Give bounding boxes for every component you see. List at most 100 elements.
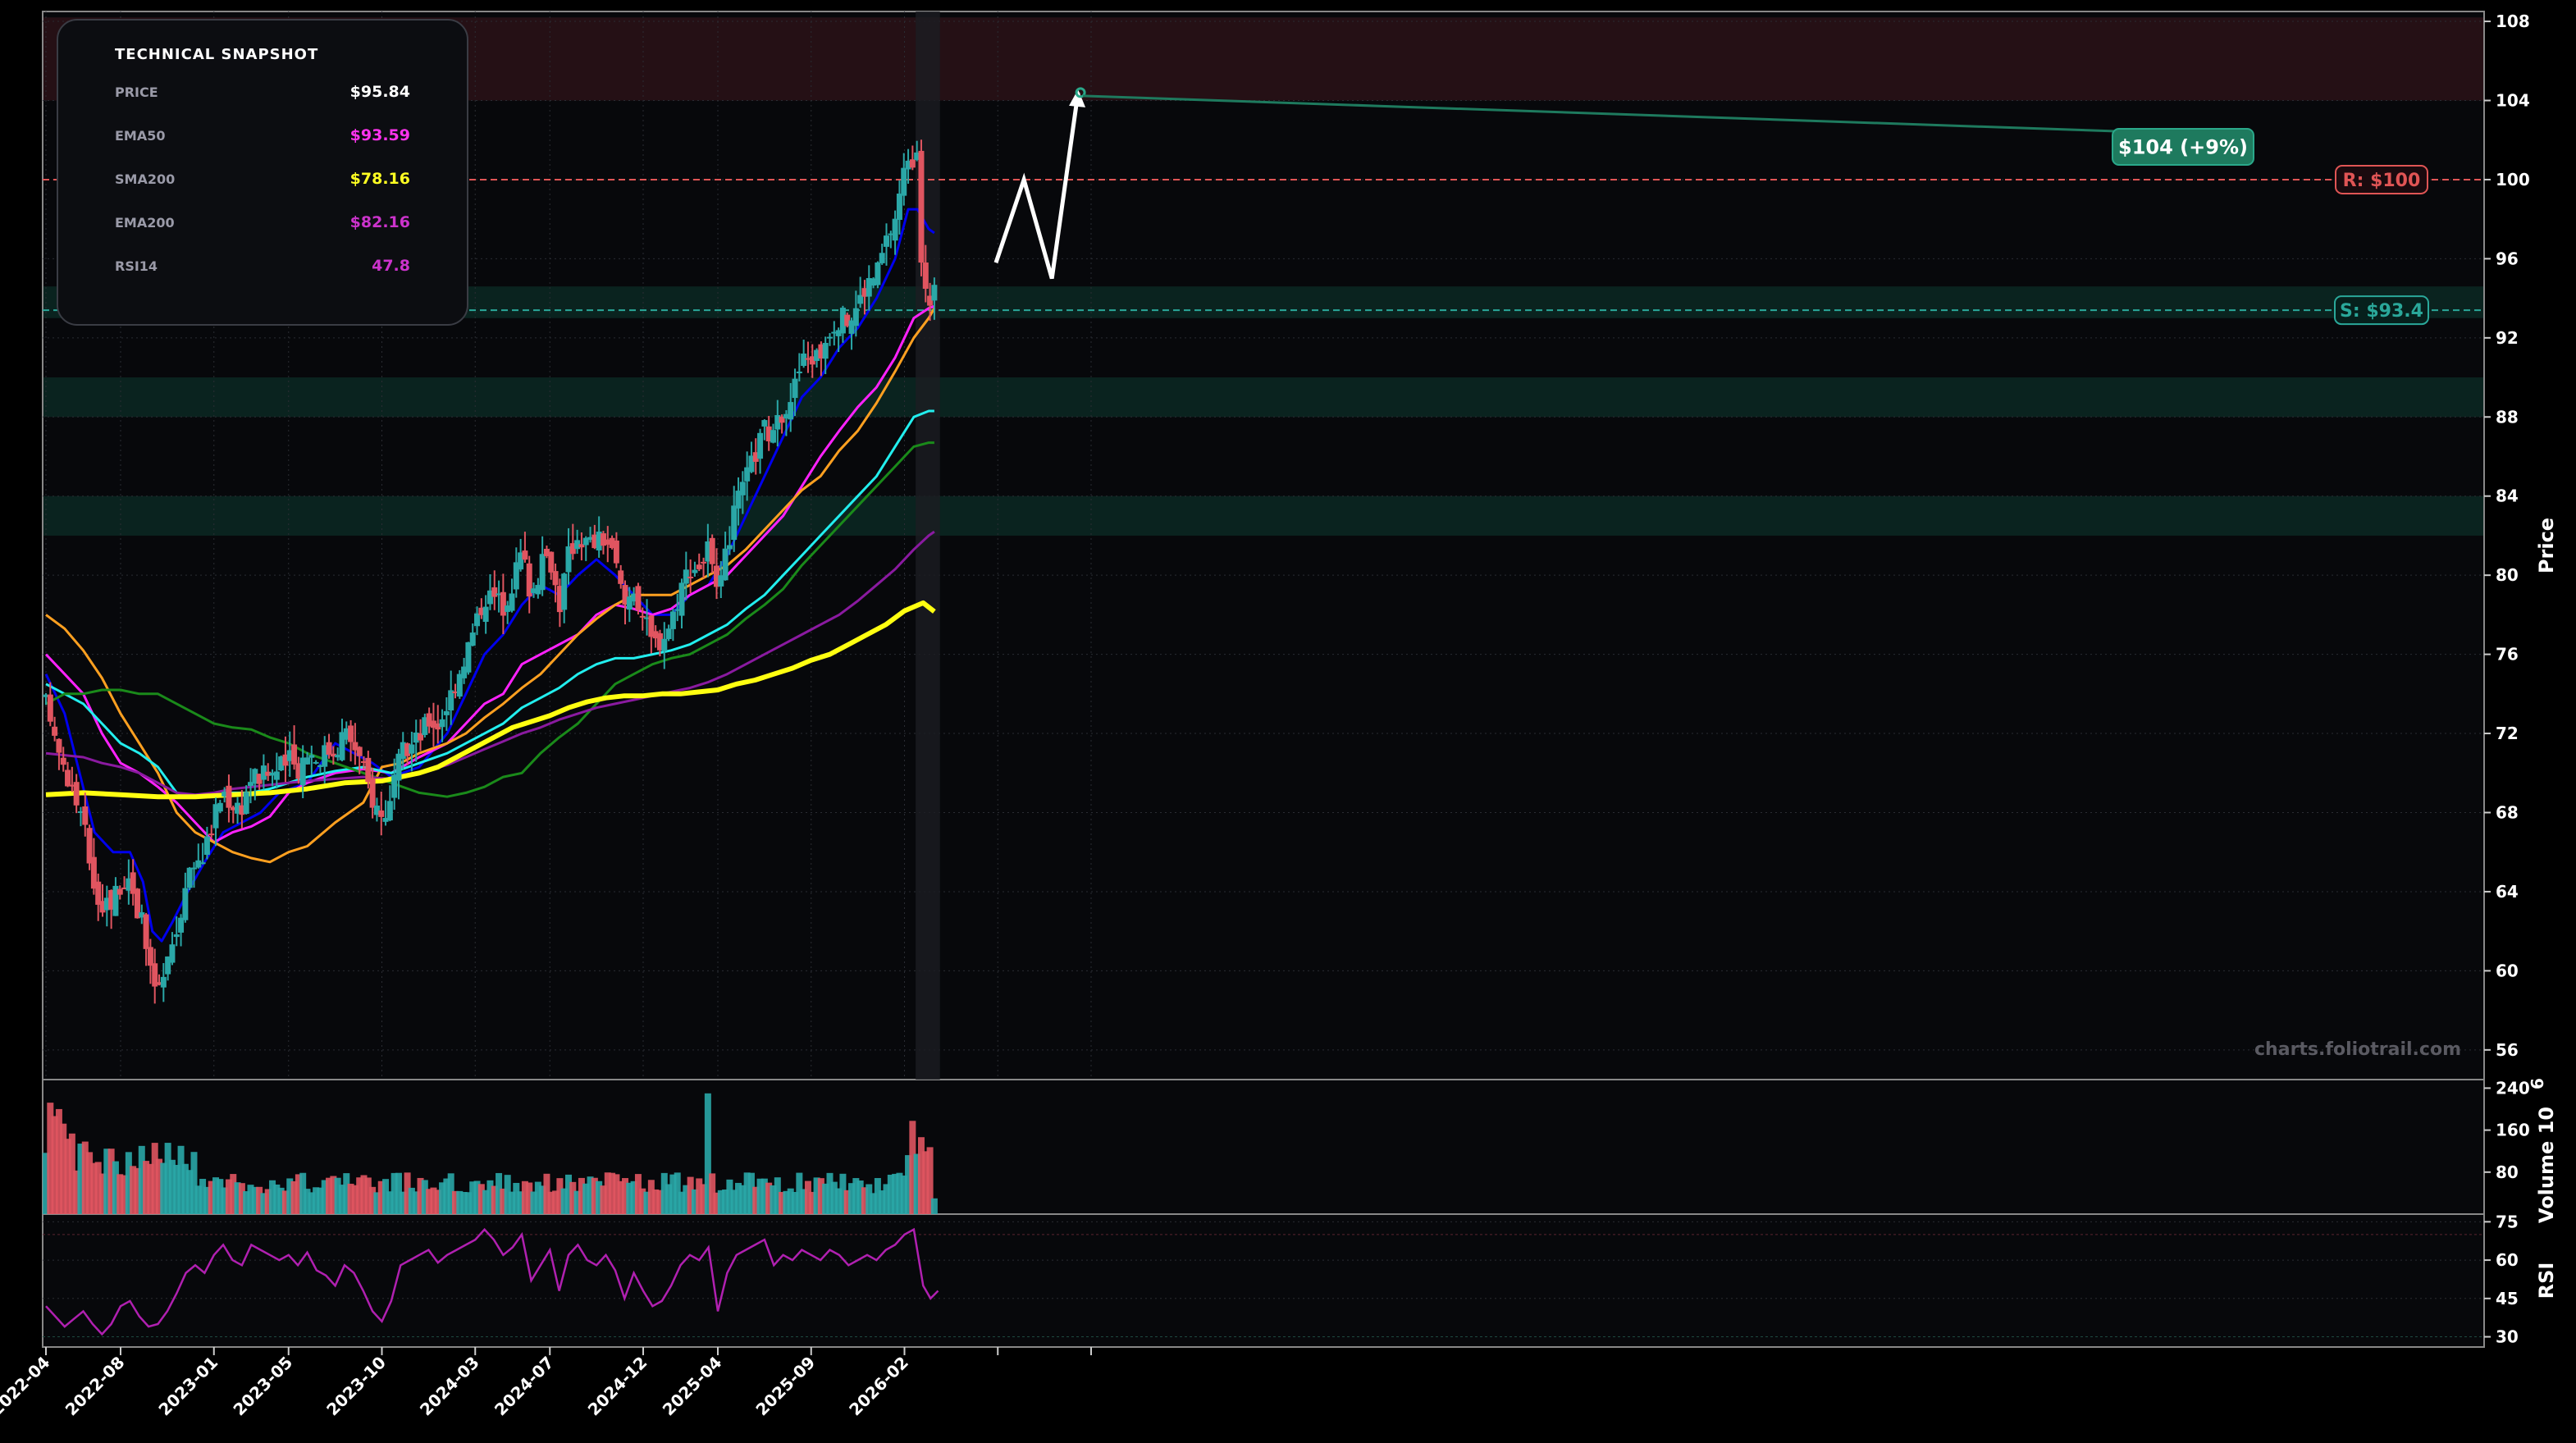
volume-bar	[177, 1145, 185, 1214]
volume-bar	[848, 1183, 856, 1214]
volume-bar	[156, 1158, 163, 1214]
volume-bar	[800, 1189, 807, 1214]
candle-body	[426, 713, 432, 727]
candle-body	[783, 413, 789, 419]
candle-body	[143, 914, 149, 949]
ema20-line	[44, 208, 935, 943]
candle-body	[147, 947, 153, 966]
candle-body	[801, 353, 807, 367]
volume-bar	[360, 1175, 368, 1214]
candle-body	[486, 590, 493, 605]
candle-body	[665, 628, 672, 640]
volume-bar	[469, 1181, 477, 1214]
candle-body	[622, 585, 628, 605]
volume-bar	[173, 1165, 180, 1214]
support-label: S: $93.4	[2340, 301, 2423, 322]
candle-body	[770, 430, 776, 443]
candle-body	[896, 193, 902, 221]
volume-bar	[730, 1190, 738, 1214]
candle-body	[648, 615, 655, 637]
candle-body	[866, 277, 872, 297]
volume-bar	[382, 1179, 390, 1214]
volume-bar	[521, 1180, 528, 1214]
ema26-line	[45, 307, 936, 864]
candle-body	[518, 552, 524, 570]
volume-bar	[417, 1177, 424, 1214]
candle-body	[718, 575, 724, 587]
candle-body	[639, 615, 646, 618]
candle-body	[927, 295, 934, 306]
volume-bar	[199, 1179, 207, 1214]
candle-body	[82, 806, 89, 825]
candle-body	[505, 605, 511, 612]
volume-bar	[460, 1191, 468, 1214]
volume-bar	[735, 1182, 742, 1214]
candle-body	[386, 801, 393, 821]
candle-body	[565, 546, 572, 573]
volume-bar	[787, 1188, 794, 1214]
candle-body	[796, 371, 802, 374]
candle-body	[922, 262, 929, 290]
snapshot-value-sma200: $78.16	[350, 170, 410, 188]
projection-arrowhead	[1069, 89, 1086, 107]
price-tick-label: 80	[2496, 565, 2519, 585]
candle-body	[269, 772, 276, 776]
volume-bar	[103, 1148, 111, 1214]
volume-bar	[496, 1172, 503, 1214]
volume-tick-label: 80	[2496, 1162, 2519, 1182]
volume-bar	[504, 1175, 511, 1214]
sma200-line	[45, 600, 936, 800]
candle-body	[190, 867, 197, 870]
candle-body	[713, 565, 719, 587]
candle-body	[308, 755, 315, 758]
candle-body	[90, 856, 97, 889]
volume-bar	[779, 1191, 786, 1214]
candle-body	[818, 344, 824, 358]
volume-bar	[883, 1184, 890, 1214]
candle-body	[413, 732, 419, 743]
candle-body	[317, 765, 323, 767]
price-tick-label: 68	[2496, 803, 2519, 823]
candle-body	[491, 587, 498, 597]
volume-bar	[116, 1174, 124, 1214]
candle-body	[443, 710, 450, 715]
volume-bar	[369, 1186, 377, 1214]
candle-body	[373, 805, 380, 815]
volume-bar	[313, 1187, 320, 1214]
snapshot-title: TECHNICAL SNAPSHOT	[115, 46, 318, 63]
candle-body	[561, 573, 568, 610]
volume-bar	[517, 1191, 524, 1214]
volume-bar	[552, 1190, 560, 1214]
candle-body	[884, 235, 890, 247]
candle-body	[635, 586, 642, 610]
snapshot-label-sma200: SMA200	[115, 171, 175, 187]
volume-bar	[94, 1162, 102, 1214]
candle-body	[701, 561, 707, 564]
candle-body	[330, 753, 336, 757]
volume-bar	[543, 1173, 550, 1214]
candle-body	[705, 541, 711, 562]
volume-tick-label: 240	[2496, 1078, 2530, 1098]
candle-body	[77, 811, 84, 814]
volume-bar	[683, 1185, 690, 1214]
volume-bar	[756, 1178, 764, 1214]
candle-body	[892, 218, 898, 241]
volume-bar	[43, 1153, 49, 1214]
candle-body	[103, 897, 110, 911]
resistance-label: R: $100	[2343, 171, 2421, 191]
volume-bar	[299, 1172, 307, 1214]
candle-body	[165, 956, 171, 975]
candle-body	[260, 765, 267, 780]
candle-body	[613, 540, 619, 564]
volume-bar	[896, 1172, 903, 1214]
volume-bar	[55, 1108, 62, 1214]
volume-bar	[604, 1172, 611, 1214]
candle-body	[299, 757, 306, 786]
volume-bar	[408, 1187, 415, 1214]
rsi-axis-label: RSI	[2535, 1263, 2558, 1299]
candle-body	[805, 358, 811, 360]
volume-bar	[121, 1175, 128, 1214]
candle-body	[761, 420, 768, 427]
candle-body	[792, 378, 798, 399]
volume-bar	[839, 1173, 847, 1214]
